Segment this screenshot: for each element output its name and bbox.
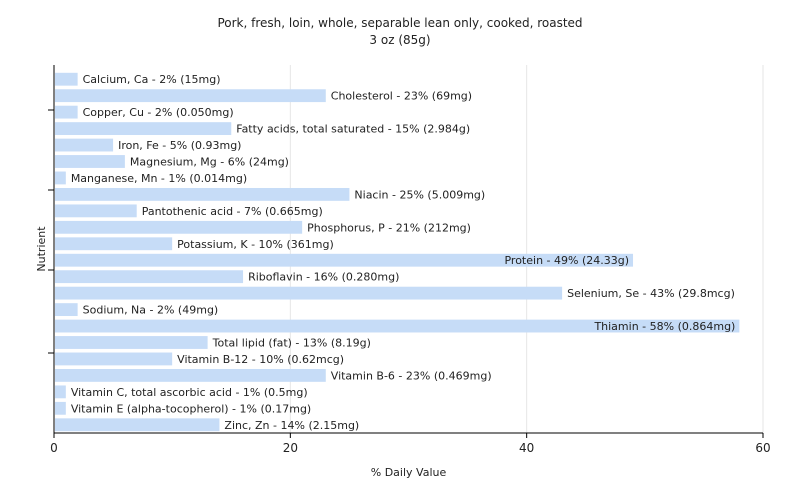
bar bbox=[55, 220, 303, 234]
bar-label: Niacin - 25% (5.009mg) bbox=[354, 188, 485, 201]
x-tick-label: 60 bbox=[755, 441, 770, 455]
bar-label: Magnesium, Mg - 6% (24mg) bbox=[130, 156, 289, 169]
bar-label: Fatty acids, total saturated - 15% (2.98… bbox=[236, 123, 470, 136]
bar-label: Total lipid (fat) - 13% (8.19g) bbox=[212, 337, 371, 350]
bar bbox=[55, 368, 326, 382]
bar bbox=[55, 303, 78, 317]
bar bbox=[55, 401, 66, 415]
bar bbox=[55, 89, 326, 103]
bar-label: Cholesterol - 23% (69mg) bbox=[331, 90, 472, 103]
bar bbox=[55, 155, 125, 168]
bar-label: Vitamin E (alpha-tocopherol) - 1% (0.17m… bbox=[71, 402, 311, 415]
x-tick-label: 20 bbox=[283, 441, 298, 455]
bar-label: Selenium, Se - 43% (29.8mcg) bbox=[567, 287, 735, 300]
bar bbox=[55, 270, 244, 284]
bar-label: Iron, Fe - 5% (0.93mg) bbox=[118, 139, 241, 152]
bar-label: Pantothenic acid - 7% (0.665mg) bbox=[142, 205, 323, 218]
bar bbox=[55, 72, 78, 86]
bar bbox=[55, 204, 137, 218]
bar-label: Zinc, Zn - 14% (2.15mg) bbox=[224, 419, 359, 432]
chart-subtitle: 3 oz (85g) bbox=[369, 33, 431, 47]
bar-label: Manganese, Mn - 1% (0.014mg) bbox=[71, 172, 247, 185]
bar-label: Calcium, Ca - 2% (15mg) bbox=[83, 73, 221, 86]
bar bbox=[55, 105, 78, 119]
bar bbox=[55, 237, 173, 251]
x-tick-label: 0 bbox=[50, 441, 58, 455]
bar bbox=[55, 319, 740, 333]
bar-label: Phosphorus, P - 21% (212mg) bbox=[307, 221, 471, 234]
bar-label: Vitamin C, total ascorbic acid - 1% (0.5… bbox=[71, 386, 308, 399]
bar-label: Thiamin - 58% (0.864mg) bbox=[593, 320, 735, 333]
bar bbox=[55, 418, 220, 432]
bar-label: Sodium, Na - 2% (49mg) bbox=[83, 304, 219, 317]
bar-label: Copper, Cu - 2% (0.050mg) bbox=[83, 106, 234, 119]
bar-label: Potassium, K - 10% (361mg) bbox=[177, 238, 334, 251]
bar-label: Vitamin B-12 - 10% (0.62mcg) bbox=[177, 353, 344, 366]
y-axis-title: Nutrient bbox=[35, 226, 48, 272]
bar bbox=[55, 253, 634, 267]
x-tick-label: 40 bbox=[519, 441, 534, 455]
chart-title: Pork, fresh, loin, whole, separable lean… bbox=[217, 16, 583, 30]
bar-label: Vitamin B-6 - 23% (0.469mg) bbox=[331, 369, 492, 382]
bar bbox=[55, 187, 350, 201]
bar bbox=[55, 138, 114, 152]
bar-label: Protein - 49% (24.33g) bbox=[504, 254, 629, 267]
bar bbox=[55, 286, 563, 300]
bar bbox=[55, 336, 208, 349]
bar bbox=[55, 385, 66, 399]
bar bbox=[55, 171, 66, 185]
bar bbox=[55, 352, 173, 366]
x-axis-title: % Daily Value bbox=[371, 466, 447, 479]
bar bbox=[55, 122, 232, 136]
bar-label: Riboflavin - 16% (0.280mg) bbox=[248, 271, 399, 284]
